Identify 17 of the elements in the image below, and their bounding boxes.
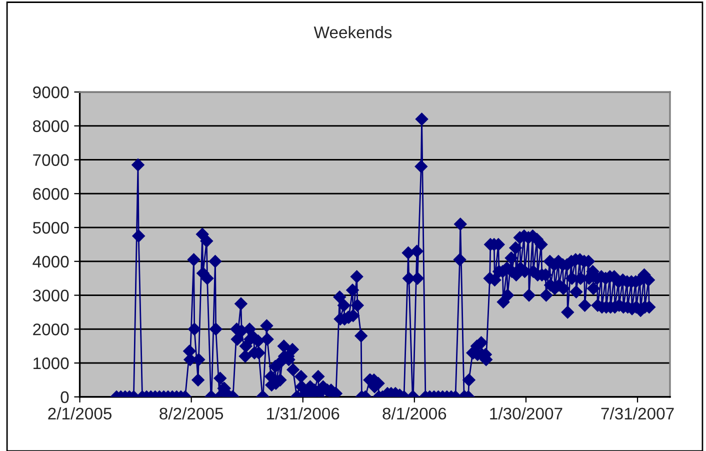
y-tick-label: 0 <box>60 391 69 404</box>
y-tick-label: 3000 <box>32 290 69 302</box>
y-tick-label: 8000 <box>33 120 69 132</box>
x-tick-label: 7/31/2007 <box>601 407 674 420</box>
x-tick-label: 1/30/2007 <box>490 407 562 420</box>
x-tick-label: 8/1/2006 <box>382 407 446 420</box>
y-tick-label: 2000 <box>33 324 69 336</box>
y-tick-label: 4000 <box>32 256 69 268</box>
y-tick-label: 5000 <box>32 222 69 234</box>
y-tick-label: 9000 <box>33 86 69 98</box>
y-tick-label: 6000 <box>33 188 69 200</box>
x-tick-label: 8/2/2005 <box>160 407 224 420</box>
chart-title: Weekends <box>314 26 392 38</box>
x-tick-label: 1/31/2006 <box>267 407 340 420</box>
y-tick-label: 7000 <box>33 154 69 166</box>
y-tick-label: 1000 <box>34 357 69 370</box>
x-tick-label: 2/1/2005 <box>48 407 112 420</box>
